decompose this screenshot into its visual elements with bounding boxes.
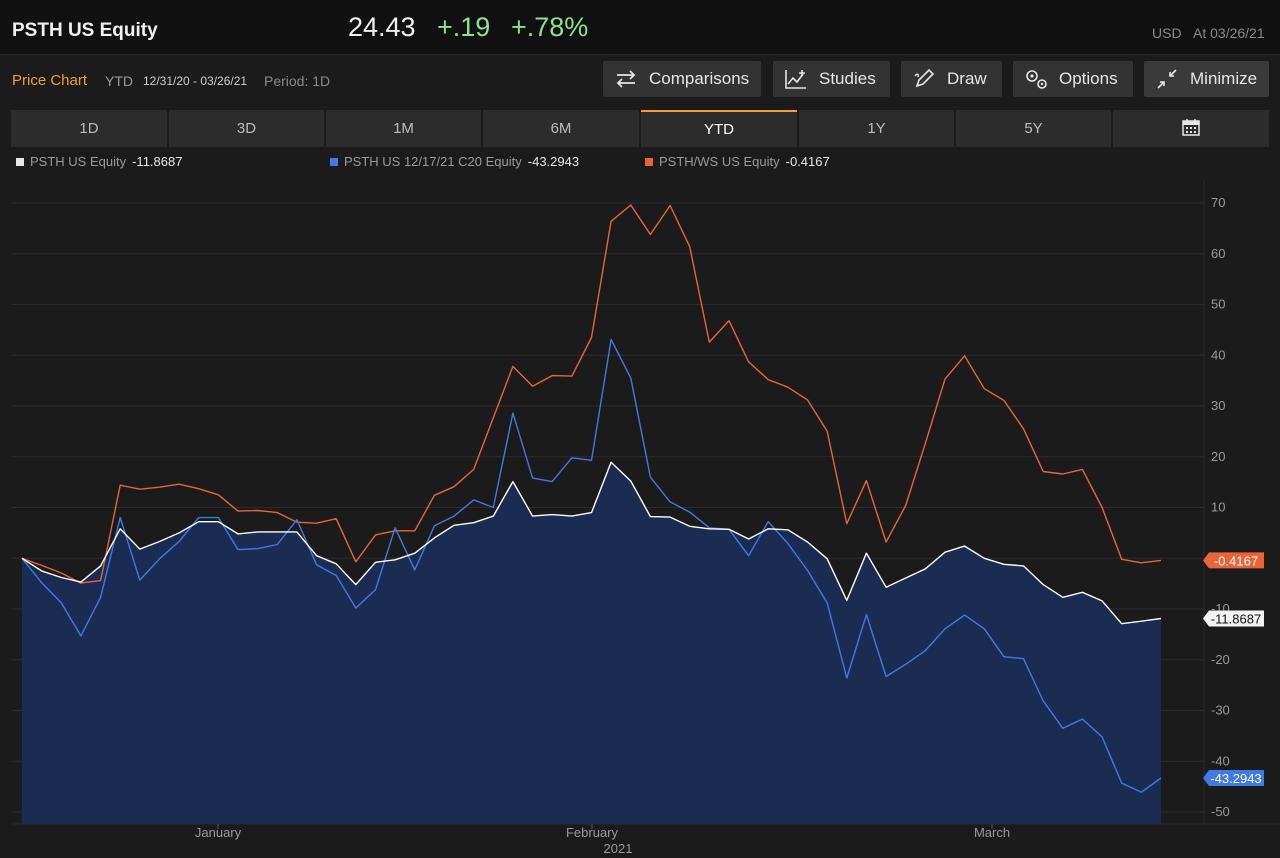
collapse-arrows-icon <box>1154 68 1180 90</box>
legend-swatch <box>16 157 24 166</box>
options-button[interactable]: Options <box>1013 61 1133 97</box>
studies-label: Studies <box>819 69 876 88</box>
tag-background <box>1203 552 1264 569</box>
tab-3d[interactable]: 3D <box>169 110 324 147</box>
legend-series-name: PSTH/WS US Equity <box>659 154 780 169</box>
draw-button[interactable]: Draw <box>901 61 1002 97</box>
x-tick-label: February <box>566 825 619 840</box>
y-tick-label: -50 <box>1211 804 1230 819</box>
y-tick-label: 50 <box>1211 297 1225 312</box>
line-chart-plus-icon <box>783 68 809 90</box>
equity-area <box>22 462 1161 824</box>
period-label[interactable]: Period: 1D <box>264 73 331 89</box>
range-tabs: 1D 3D 1M 6M YTD 1Y 5Y <box>11 110 1269 147</box>
option-last-value-tag: -43.2943 <box>1203 769 1264 786</box>
legend-series-name: PSTH US Equity <box>30 154 127 169</box>
studies-button[interactable]: Studies <box>773 61 890 97</box>
legend-item-warrant[interactable]: PSTH/WS US Equity -0.4167 <box>645 154 830 169</box>
x-tick-label: March <box>974 825 1010 840</box>
tab-1m[interactable]: 1M <box>326 110 481 147</box>
warrant-last-value-tag: -0.4167 <box>1203 552 1264 569</box>
legend-series-value: -0.4167 <box>785 154 830 169</box>
equity-series-line <box>21 461 1162 625</box>
option-series-line <box>21 338 1162 793</box>
y-tick-label: 60 <box>1211 246 1225 261</box>
equity-area-fill <box>22 462 1161 824</box>
tab-ytd[interactable]: YTD <box>641 110 797 147</box>
ticker-title: PSTH US Equity <box>12 20 158 41</box>
minimize-label: Minimize <box>1190 69 1258 88</box>
tab-1y[interactable]: 1Y <box>799 110 954 147</box>
tab-1d[interactable]: 1D <box>11 110 167 147</box>
x-axis: January February March 2021 <box>195 824 1010 856</box>
series-lines <box>21 204 1162 793</box>
y-tick-label: 20 <box>1211 449 1225 464</box>
price-chart-title: Price Chart <box>12 72 88 89</box>
tag-label: -11.8687 <box>1211 611 1261 626</box>
x-tick-label: January <box>195 825 242 840</box>
legend-item-option[interactable]: PSTH US 12/17/21 C20 Equity -43.2943 <box>330 154 579 169</box>
legend-swatch <box>330 157 338 166</box>
legend-series-name: PSTH US 12/17/21 C20 Equity <box>344 154 522 169</box>
swap-arrows-icon <box>613 68 639 90</box>
range-mode-label: YTD <box>105 73 133 89</box>
y-tick-label: 70 <box>1211 195 1225 210</box>
last-value-tags: -0.4167 -11.8687 -43.2943 <box>1203 552 1264 786</box>
tab-5y[interactable]: 5Y <box>956 110 1111 147</box>
currency-label: USD <box>1152 25 1182 41</box>
comparisons-button[interactable]: Comparisons <box>603 61 761 97</box>
comparisons-label: Comparisons <box>649 69 750 88</box>
y-tick-label: -40 <box>1211 753 1230 768</box>
y-tick-label: -20 <box>1211 652 1230 667</box>
tag-background <box>1203 610 1264 627</box>
legend-series-value: -11.8687 <box>132 154 183 169</box>
tag-background <box>1203 769 1264 786</box>
date-range-label: 12/31/20 - 03/26/21 <box>143 74 248 88</box>
y-tick-label: -30 <box>1211 703 1230 718</box>
last-price: 24.43 <box>348 12 416 42</box>
x-year-label: 2021 <box>604 841 633 856</box>
pencil-icon <box>911 68 937 90</box>
tab-6m[interactable]: 6M <box>483 110 639 147</box>
tag-label: -0.4167 <box>1214 553 1258 568</box>
warrant-series-line <box>21 204 1162 584</box>
calendar-icon <box>1182 118 1200 140</box>
legend-swatch <box>645 157 653 166</box>
y-tick-label: 10 <box>1211 500 1225 515</box>
as-of-date: At 03/26/21 <box>1193 25 1265 41</box>
legend-series-value: -43.2943 <box>527 154 580 169</box>
draw-label: Draw <box>947 69 987 88</box>
y-tick-label: 30 <box>1211 398 1225 413</box>
tag-label: -43.2943 <box>1210 771 1261 786</box>
equity-last-value-tag: -11.8687 <box>1203 610 1264 627</box>
minimize-button[interactable]: Minimize <box>1144 61 1269 97</box>
percent-change: +.78% <box>511 12 589 42</box>
y-tick-label: 40 <box>1211 347 1225 362</box>
tab-calendar[interactable] <box>1113 110 1269 147</box>
security-header: PSTH US Equity 24.43 +.19 +.78% USD At 0… <box>0 0 1280 55</box>
net-change: +.19 <box>437 12 491 42</box>
gears-icon <box>1023 68 1049 90</box>
options-label: Options <box>1059 69 1118 88</box>
legend-item-equity[interactable]: PSTH US Equity -11.8687 <box>16 154 182 169</box>
